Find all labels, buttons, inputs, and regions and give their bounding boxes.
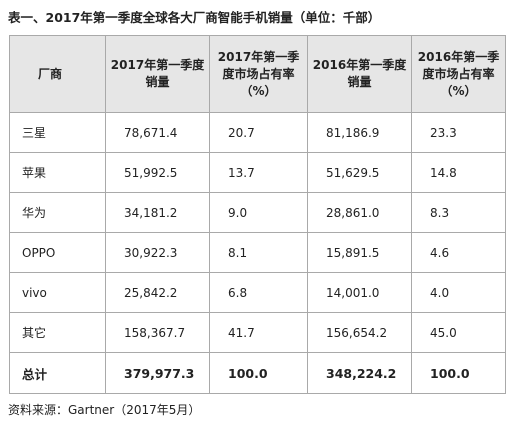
sales-2016-cell: 156,654.2 [307, 312, 412, 353]
share-2016-cell: 4.6 [411, 232, 506, 273]
header-share-2017: 2017年第一季度市场占有率（%） [209, 35, 308, 113]
share-2016-cell: 23.3 [411, 112, 506, 153]
share-2016-cell: 100.0 [411, 352, 506, 394]
sales-2016-cell: 28,861.0 [307, 192, 412, 233]
share-2017-cell: 9.0 [209, 192, 308, 233]
table-row: OPPO 30,922.3 8.1 15,891.5 4.6 [9, 232, 506, 273]
header-sales-2017: 2017年第一季度销量 [105, 35, 210, 113]
share-2016-cell: 14.8 [411, 152, 506, 193]
sales-2017-cell: 30,922.3 [105, 232, 210, 273]
header-row: 厂商 2017年第一季度销量 2017年第一季度市场占有率（%） 2016年第一… [9, 35, 506, 113]
vendor-cell: 华为 [9, 192, 106, 233]
share-2017-cell: 41.7 [209, 312, 308, 353]
sales-2017-cell: 158,367.7 [105, 312, 210, 353]
vendor-cell: 其它 [9, 312, 106, 353]
sales-table: 厂商 2017年第一季度销量 2017年第一季度市场占有率（%） 2016年第一… [9, 35, 506, 394]
sales-2016-cell: 14,001.0 [307, 272, 412, 313]
sales-2017-cell: 25,842.2 [105, 272, 210, 313]
share-2016-cell: 45.0 [411, 312, 506, 353]
table-row: 其它 158,367.7 41.7 156,654.2 45.0 [9, 312, 506, 353]
share-2017-cell: 13.7 [209, 152, 308, 193]
share-2017-cell: 6.8 [209, 272, 308, 313]
table-row: vivo 25,842.2 6.8 14,001.0 4.0 [9, 272, 506, 313]
table-caption: 表一、2017年第一季度全球各大厂商智能手机销量（单位：千部） [8, 10, 381, 25]
sales-2016-cell: 15,891.5 [307, 232, 412, 273]
share-2016-cell: 4.0 [411, 272, 506, 313]
header-sales-2016: 2016年第一季度销量 [307, 35, 412, 113]
sales-2017-cell: 51,992.5 [105, 152, 210, 193]
sales-2016-cell: 348,224.2 [307, 352, 412, 394]
vendor-cell: 总计 [9, 352, 106, 394]
share-2017-cell: 100.0 [209, 352, 308, 394]
sales-2017-cell: 34,181.2 [105, 192, 210, 233]
sales-2017-cell: 78,671.4 [105, 112, 210, 153]
table-row: 苹果 51,992.5 13.7 51,629.5 14.8 [9, 152, 506, 193]
share-2016-cell: 8.3 [411, 192, 506, 233]
sales-2016-cell: 81,186.9 [307, 112, 412, 153]
source-note: 资料来源：Gartner（2017年5月） [8, 403, 201, 417]
vendor-cell: 苹果 [9, 152, 106, 193]
vendor-cell: OPPO [9, 232, 106, 273]
table-row: 华为 34,181.2 9.0 28,861.0 8.3 [9, 192, 506, 233]
sales-2017-cell: 379,977.3 [105, 352, 210, 394]
vendor-cell: 三星 [9, 112, 106, 153]
share-2017-cell: 8.1 [209, 232, 308, 273]
sales-2016-cell: 51,629.5 [307, 152, 412, 193]
vendor-cell: vivo [9, 272, 106, 313]
header-share-2016: 2016年第一季度市场占有率（%） [411, 35, 506, 113]
total-row: 总计 379,977.3 100.0 348,224.2 100.0 [9, 352, 506, 394]
share-2017-cell: 20.7 [209, 112, 308, 153]
table-row: 三星 78,671.4 20.7 81,186.9 23.3 [9, 112, 506, 153]
header-vendor: 厂商 [9, 35, 106, 113]
